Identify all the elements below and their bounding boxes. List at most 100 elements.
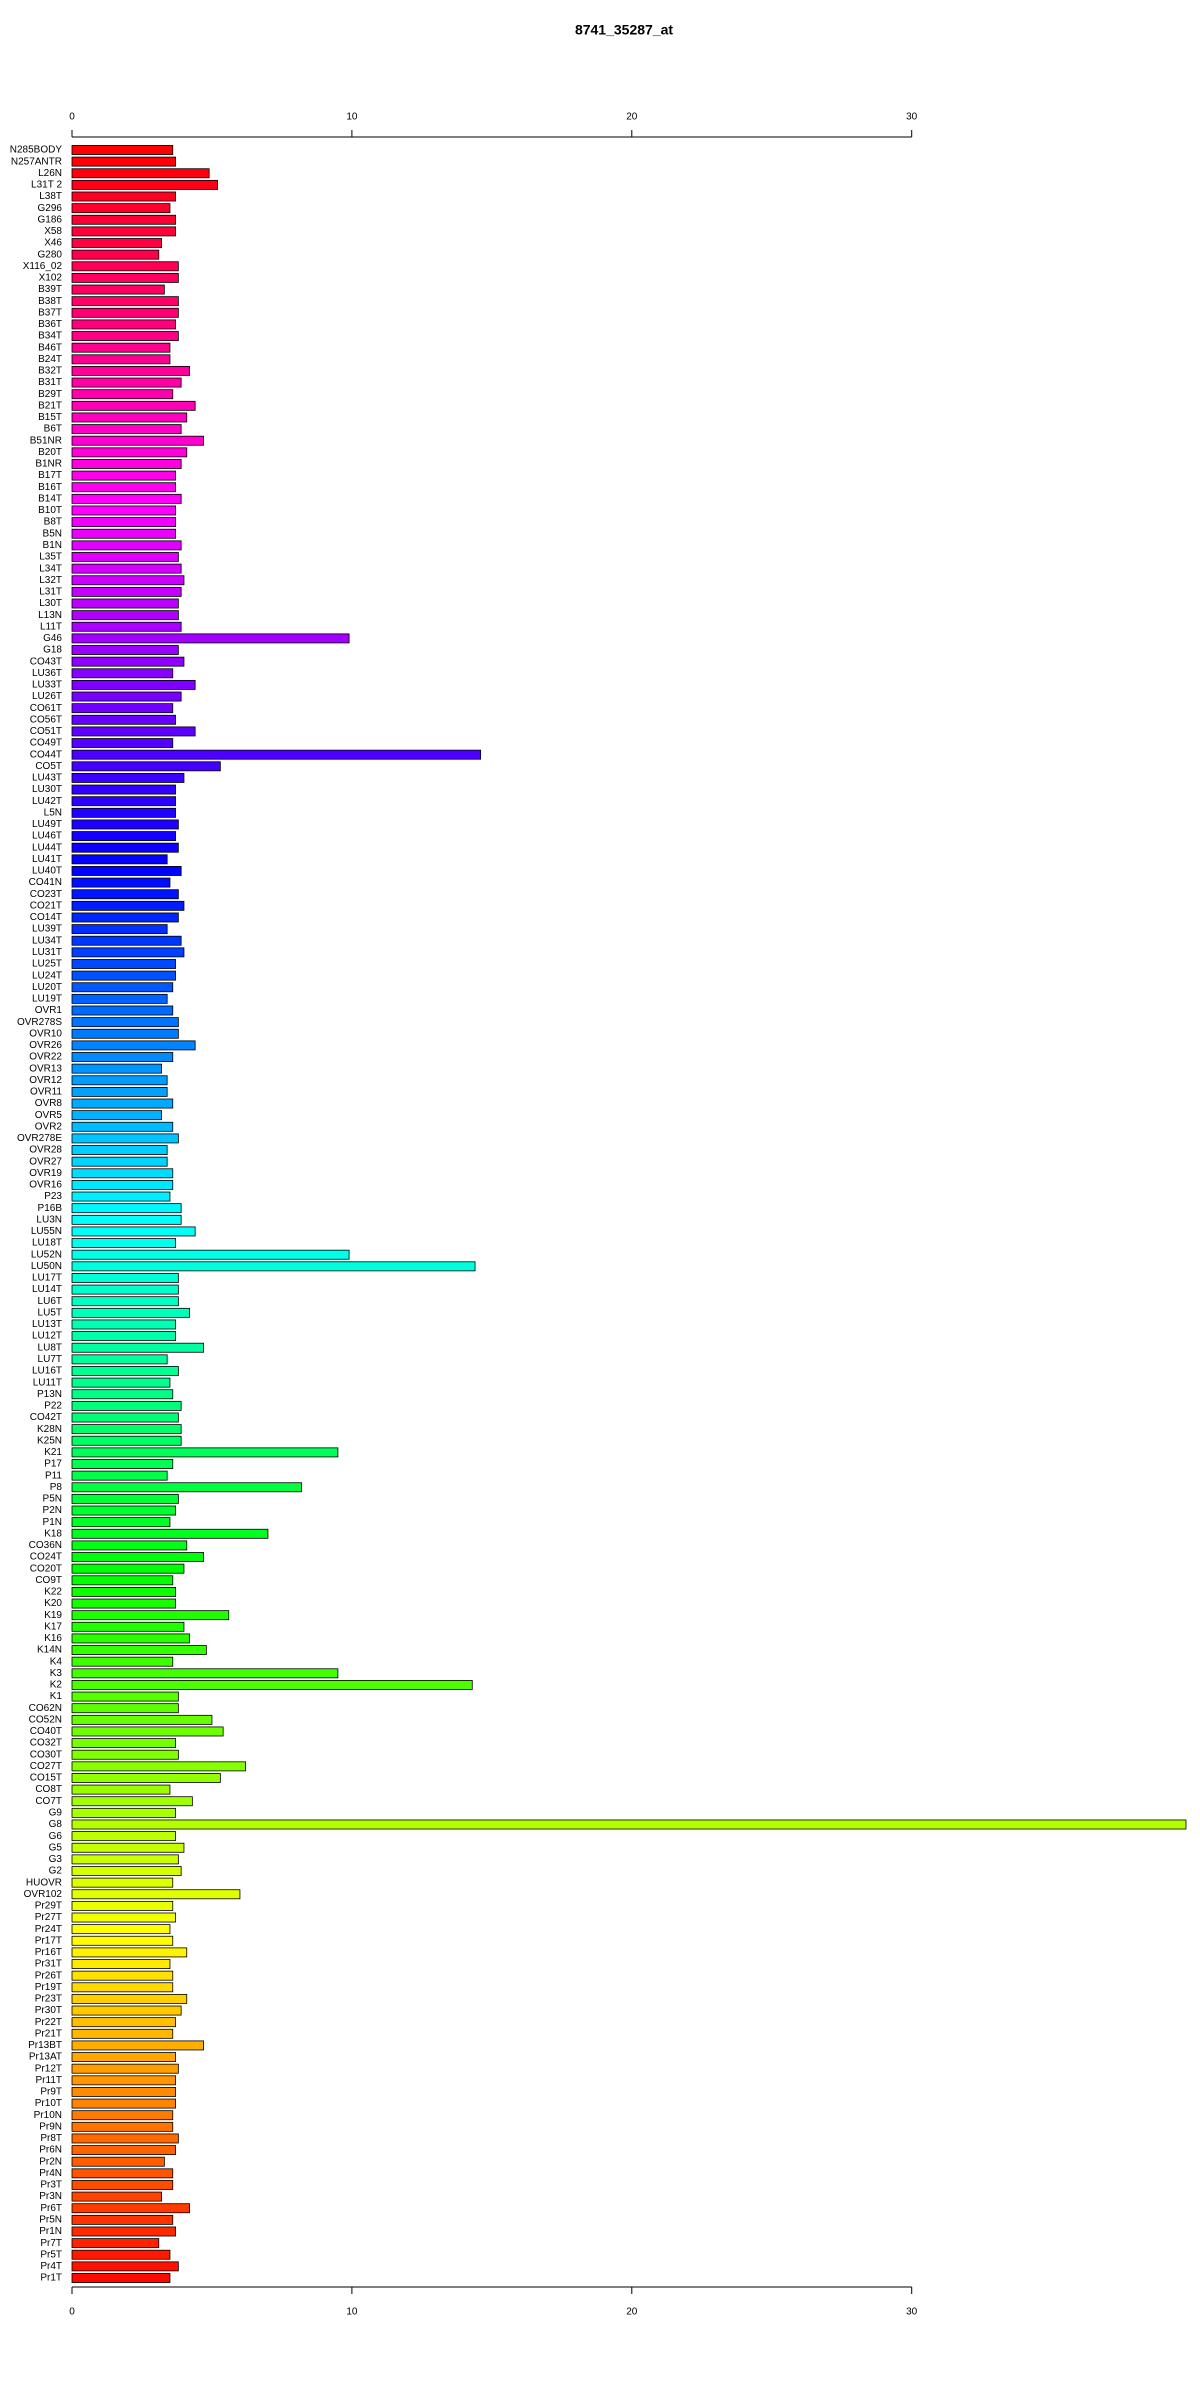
y-tick-label: Pr5T bbox=[40, 2249, 62, 2260]
y-tick-label: Pr1N bbox=[39, 2226, 62, 2237]
y-tick-label: OVR278E bbox=[17, 1133, 62, 1144]
bar bbox=[71, 738, 174, 748]
bar bbox=[71, 2063, 179, 2074]
bar bbox=[71, 2226, 176, 2237]
bar bbox=[71, 389, 174, 400]
y-tick-label: N285BODY bbox=[10, 145, 63, 156]
y-tick-label: Pr13AT bbox=[29, 2052, 62, 2063]
bar bbox=[71, 2121, 174, 2132]
bar bbox=[71, 1493, 179, 1504]
bar bbox=[71, 2133, 179, 2144]
bar bbox=[71, 1028, 179, 1039]
y-tick-label: B36T bbox=[38, 319, 62, 330]
bar bbox=[71, 1400, 182, 1411]
bar bbox=[71, 354, 171, 365]
bar bbox=[71, 924, 168, 935]
y-tick-label: LU7T bbox=[38, 1354, 62, 1365]
y-tick-label: OVR19 bbox=[29, 1168, 62, 1179]
y-tick-label: G3 bbox=[49, 1854, 63, 1865]
y-tick-label: CO32T bbox=[30, 1738, 62, 1749]
y-tick-label: B8T bbox=[44, 517, 62, 528]
bar bbox=[71, 2040, 204, 2051]
y-tick-label: Pr10T bbox=[35, 2098, 62, 2109]
y-tick-label: CO21T bbox=[30, 900, 62, 911]
y-tick-label: P16B bbox=[38, 1203, 63, 1214]
y-tick-label: LU3N bbox=[36, 1214, 62, 1225]
y-tick-label: LU42T bbox=[32, 796, 62, 807]
bar bbox=[71, 1435, 182, 1446]
y-tick-label: X116_02 bbox=[23, 261, 63, 272]
y-tick-label: L11T bbox=[40, 621, 62, 632]
bar bbox=[71, 284, 165, 295]
y-tick-label: B15T bbox=[38, 412, 62, 423]
bar bbox=[71, 1726, 224, 1737]
y-tick-label: Pr17T bbox=[35, 1935, 62, 1946]
y-tick-label: B37T bbox=[38, 307, 62, 318]
y-tick-label: B24T bbox=[38, 354, 62, 365]
bar bbox=[71, 1470, 168, 1481]
y-tick-label: B16T bbox=[38, 482, 62, 493]
y-tick-label: OVR22 bbox=[29, 1052, 62, 1063]
y-tick-label: OVR13 bbox=[29, 1063, 62, 1074]
bar bbox=[71, 2261, 179, 2272]
bar bbox=[71, 610, 179, 621]
bar bbox=[71, 2180, 174, 2190]
y-tick-label: P17 bbox=[44, 1459, 62, 1470]
y-tick-label: Pr5N bbox=[39, 2214, 62, 2225]
y-tick-label: OVR27 bbox=[29, 1156, 62, 1167]
bar bbox=[71, 2087, 176, 2097]
x-tick-label: 0 bbox=[69, 112, 75, 123]
bar bbox=[71, 1226, 196, 1237]
y-tick-label: LU6T bbox=[38, 1296, 62, 1307]
y-tick-label: Pr13BT bbox=[28, 2040, 62, 2051]
bar bbox=[71, 1447, 339, 1458]
y-tick-label: G296 bbox=[38, 203, 63, 214]
y-tick-label: CO62N bbox=[29, 1703, 62, 1714]
bar bbox=[71, 807, 176, 818]
bar bbox=[71, 749, 482, 760]
y-tick-label: OVR1 bbox=[35, 1005, 63, 1016]
bar bbox=[71, 447, 188, 458]
bar bbox=[71, 1331, 176, 1342]
bar bbox=[71, 1354, 168, 1365]
bar bbox=[71, 1738, 176, 1749]
y-tick-label: K14N bbox=[37, 1645, 62, 1656]
y-tick-label: K25N bbox=[37, 1435, 62, 1446]
bar bbox=[71, 214, 176, 225]
y-tick-label: Pr23T bbox=[35, 1994, 62, 2005]
y-tick-label: LU14T bbox=[32, 1284, 62, 1295]
y-tick-label: Pr4T bbox=[40, 2261, 62, 2272]
y-tick-label: Pr27T bbox=[35, 1912, 62, 1923]
y-tick-label: B1NR bbox=[35, 459, 62, 470]
y-tick-label: L26N bbox=[38, 168, 62, 179]
bar bbox=[71, 412, 188, 423]
x-tick-label: 10 bbox=[346, 112, 358, 123]
bar bbox=[71, 2273, 171, 2283]
bar bbox=[71, 1633, 190, 1644]
y-tick-label: CO27T bbox=[30, 1761, 62, 1772]
bar bbox=[71, 1970, 174, 1981]
y-tick-label: K4 bbox=[50, 1656, 63, 1667]
y-tick-label: Pr29T bbox=[35, 1901, 62, 1912]
bar bbox=[71, 1819, 1187, 1830]
y-tick-label: CO43T bbox=[30, 656, 62, 667]
y-tick-label: CO49T bbox=[30, 738, 62, 749]
bar bbox=[71, 1714, 213, 1725]
bar bbox=[71, 691, 182, 702]
y-tick-label: LU12T bbox=[32, 1331, 62, 1342]
y-tick-label: LU50N bbox=[31, 1261, 62, 1272]
y-tick-label: LU11T bbox=[33, 1377, 62, 1388]
y-tick-label: Pr22T bbox=[35, 2017, 62, 2028]
y-tick-label: L5N bbox=[44, 807, 62, 818]
bar bbox=[71, 959, 176, 969]
bar bbox=[71, 1261, 476, 1272]
bar bbox=[71, 552, 179, 562]
y-tick-label: B31T bbox=[38, 377, 62, 388]
y-tick-label: LU34T bbox=[32, 935, 62, 946]
y-tick-label: CO5T bbox=[35, 761, 62, 772]
y-tick-label: Pr2N bbox=[39, 2156, 62, 2167]
bar bbox=[71, 1947, 188, 1958]
y-tick-label: L31T 2 bbox=[31, 180, 62, 191]
bar bbox=[71, 2052, 176, 2062]
bar bbox=[71, 1273, 179, 1283]
